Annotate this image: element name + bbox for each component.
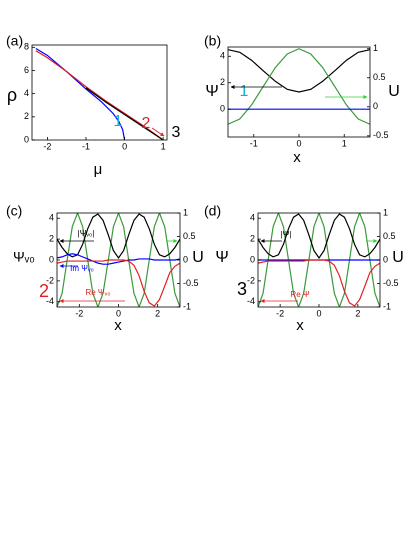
y-tick-label: -2 (46, 275, 54, 285)
x-tick-label: 1 (161, 141, 166, 151)
series-line (258, 213, 380, 259)
panel: -2 0 2 -4 -2 0 2 4 -1 -0.5 0 0.5 1 (d) x Ψ U |Ψ| Re Ψ 3 (204, 203, 404, 334)
y-tick-label: 2 (220, 77, 225, 87)
x-tick-label: -2 (276, 308, 284, 318)
y-tick-label: 0 (220, 104, 225, 114)
y2-axis-label: U (392, 249, 404, 266)
x-tick-label: 0 (316, 308, 321, 318)
x-axis-label: x (293, 149, 301, 166)
y-tick-label: -4 (46, 296, 54, 306)
panel-label: (c) (6, 203, 22, 219)
y-tick-label: 4 (250, 213, 255, 223)
y2-tick-label: 0.5 (373, 72, 386, 82)
y2-tick-label: 0 (183, 254, 188, 264)
y-axis-label: Ψ (205, 83, 218, 100)
x-tick-label: 2 (155, 308, 160, 318)
annotation: 1 (114, 113, 123, 130)
series-line (85, 87, 164, 140)
y2-tick-label: 0 (383, 254, 388, 264)
x-tick-label: -2 (43, 141, 51, 151)
series-line (57, 253, 180, 265)
x-tick-label: 1 (342, 138, 347, 148)
y-tick-label: 4 (220, 51, 225, 61)
series-line (35, 50, 164, 140)
annotation: Re Ψᵥ₀ (85, 288, 110, 297)
series-line (57, 213, 180, 259)
y-tick-label: -2 (247, 275, 255, 285)
annotation: 2 (39, 281, 49, 301)
y-tick-label: 0 (49, 254, 54, 264)
y-tick-label: 2 (24, 111, 29, 121)
y2-tick-label: 1 (373, 43, 378, 53)
x-tick-label: 0 (116, 308, 121, 318)
series-line (258, 259, 380, 307)
y-tick-label: 4 (24, 88, 29, 98)
x-axis-label: x (114, 317, 122, 334)
y2-tick-label: 1 (183, 207, 188, 217)
series-line (228, 49, 370, 93)
panel: -1 0 1 0 2 4 -0.5 0 0.5 1 (b) x Ψ U 1 (204, 33, 400, 166)
y2-tick-label: 0 (373, 101, 378, 111)
annotation: Im Ψᵥ₀ (70, 264, 94, 273)
series-line (57, 259, 180, 307)
arrow (151, 127, 165, 137)
y-tick-label: 2 (49, 233, 54, 243)
x-tick-label: 0 (122, 141, 127, 151)
series-line (228, 48, 370, 125)
annotation: 1 (240, 83, 249, 100)
y2-tick-label: -0.5 (373, 130, 389, 140)
y-axis-label: Ψ (215, 249, 228, 266)
x-tick-label: -1 (82, 141, 90, 151)
y-tick-label: 0 (24, 134, 29, 144)
panel-label: (b) (204, 33, 221, 49)
y2-axis-label: U (388, 83, 400, 100)
y-tick-label: 2 (250, 233, 255, 243)
series-line (35, 47, 126, 140)
y2-tick-label: -1 (183, 301, 191, 311)
y2-tick-label: 0.5 (383, 231, 396, 241)
y-tick-label: 4 (49, 213, 54, 223)
x-axis-label: x (296, 317, 304, 334)
plot-frame (31, 44, 168, 141)
panel-label: (a) (6, 33, 23, 49)
x-tick-label: -2 (75, 308, 83, 318)
x-tick-label: 0 (296, 138, 301, 148)
x-tick-label: 2 (355, 308, 360, 318)
y-axis-label: Ψᵥ₀ (13, 249, 35, 265)
y2-tick-label: 1 (383, 207, 388, 217)
annotation: Re Ψ (290, 290, 309, 299)
y2-tick-label: -0.5 (383, 278, 399, 288)
y2-axis-label: U (192, 249, 204, 266)
annotation: 3 (237, 279, 247, 299)
y-tick-label: 6 (24, 65, 29, 75)
panel-label: (d) (204, 203, 221, 219)
annotation: 3 (172, 124, 181, 141)
y-tick-label: -4 (247, 296, 255, 306)
annotation: |Ψᵥ₀| (78, 229, 95, 238)
y-tick-label: 0 (250, 254, 255, 264)
y-tick-label: 8 (24, 42, 29, 52)
x-tick-label: -1 (250, 138, 258, 148)
x-axis-label: μ (94, 161, 103, 178)
y2-tick-label: 0.5 (183, 231, 196, 241)
annotation: |Ψ| (281, 230, 292, 239)
y2-tick-label: -1 (383, 301, 391, 311)
y2-tick-label: -0.5 (183, 278, 199, 288)
y-axis-label: ρ (7, 85, 17, 105)
annotation: 2 (142, 115, 151, 132)
